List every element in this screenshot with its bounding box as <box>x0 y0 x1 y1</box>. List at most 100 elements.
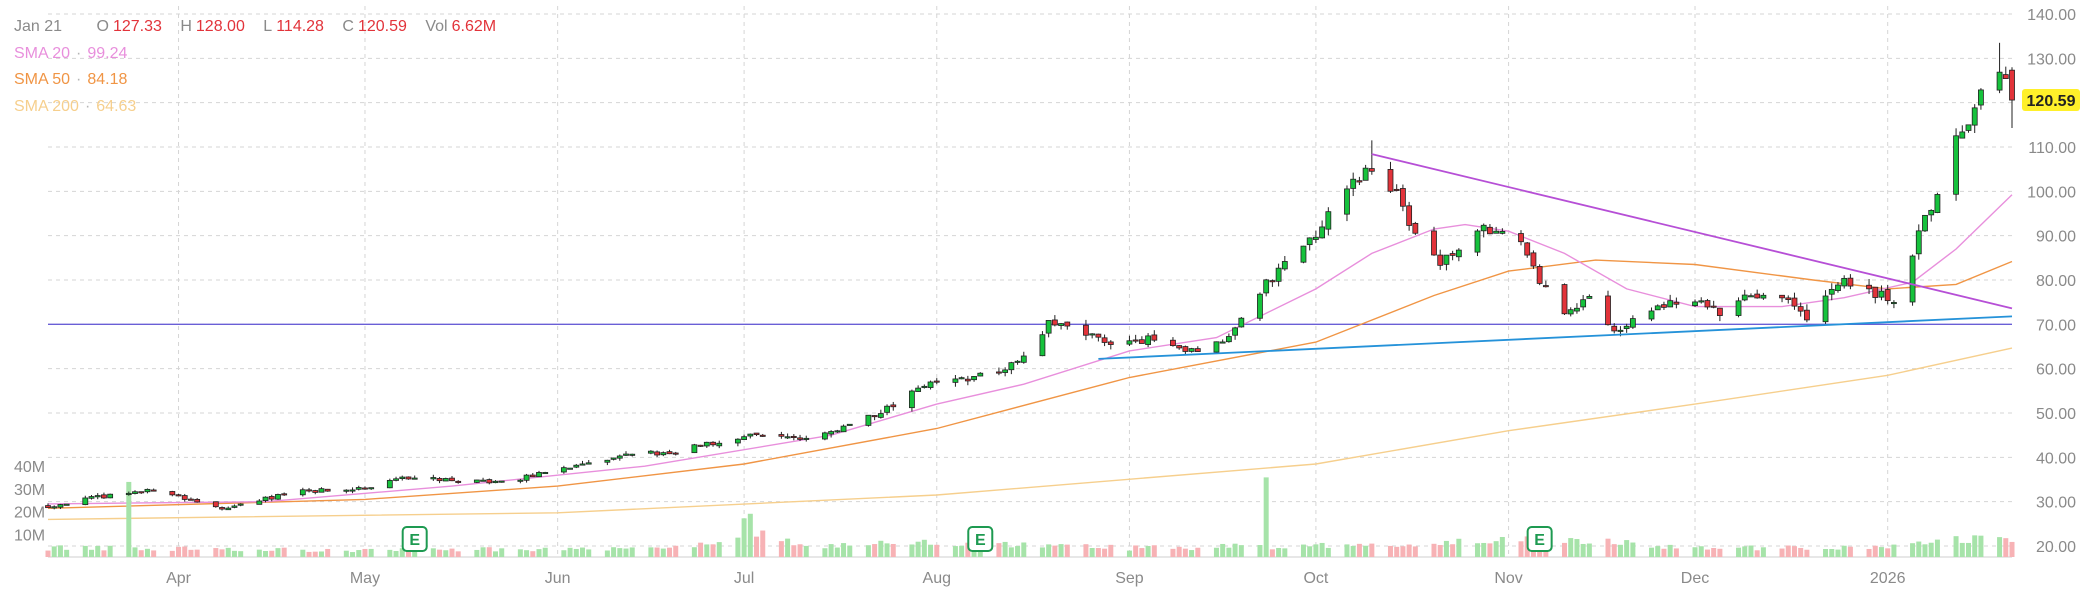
indicator-value: 84.18 <box>87 71 128 88</box>
volume-bar <box>1760 547 1766 557</box>
candle-body <box>1083 324 1089 336</box>
candle-body <box>666 451 673 455</box>
earnings-marker[interactable]: E <box>401 526 428 552</box>
candle-body <box>144 488 151 493</box>
volume-bar <box>343 550 349 557</box>
candle-body <box>212 501 219 508</box>
volume-bar <box>238 551 244 557</box>
candle-body <box>1542 285 1549 288</box>
candle-body <box>921 385 928 388</box>
candle-body <box>1480 224 1487 232</box>
indicator-sma-50[interactable]: SMA 50 · 84.18 <box>14 67 510 94</box>
candle-body <box>1698 300 1705 303</box>
candle-body <box>654 451 660 456</box>
candle-body <box>175 494 182 497</box>
candle-body <box>647 450 654 454</box>
volume-bar <box>219 549 225 557</box>
volume-bar <box>1568 538 1574 557</box>
candle-body <box>797 437 803 440</box>
candle-body <box>542 472 549 475</box>
volume-bar <box>492 551 498 557</box>
volume-bar <box>1015 546 1021 557</box>
volume-bar <box>95 545 101 557</box>
candle-body <box>790 435 797 438</box>
volume-bar <box>182 546 188 557</box>
volume-bar <box>1263 477 1269 557</box>
volume-bar <box>368 548 374 557</box>
candle-body <box>1101 337 1108 343</box>
volume-bar <box>660 548 666 557</box>
volume-bar <box>1450 544 1456 557</box>
sma-20-line <box>47 194 2013 505</box>
volume-bar <box>928 544 934 557</box>
open-value: 127.33 <box>112 18 162 35</box>
candle-body <box>1263 279 1270 294</box>
volume-bar <box>865 545 871 557</box>
volume-bar <box>362 548 368 557</box>
candle-body <box>616 455 623 459</box>
candle-body <box>132 491 138 494</box>
volume-bar <box>107 545 113 557</box>
candle-body <box>952 378 959 383</box>
candle-body <box>1891 302 1897 305</box>
volume-bar <box>604 550 610 557</box>
trendlines[interactable] <box>1098 153 2013 360</box>
candle-body <box>1536 266 1543 284</box>
earnings-marker[interactable]: E <box>967 526 994 552</box>
indicator-sma-200[interactable]: SMA 200 · 64.63 <box>14 94 510 121</box>
volume-tick-label: 20M <box>14 505 45 522</box>
volume-bar <box>1649 547 1655 557</box>
time-tick-label: Nov <box>1494 570 1522 587</box>
volume-bar <box>499 548 505 557</box>
volume-tick-label: 10M <box>14 527 45 544</box>
indicator-separator: · <box>76 71 82 88</box>
candle-body <box>1922 214 1928 232</box>
candle-body <box>1170 339 1176 347</box>
volume-bar <box>1481 542 1487 557</box>
candle-body <box>1953 135 1959 195</box>
volume-bar <box>387 549 393 557</box>
candle-body <box>784 436 791 439</box>
indicator-value: 99.24 <box>87 44 128 62</box>
candle-body <box>188 498 194 501</box>
volume-bar <box>306 551 312 557</box>
volume-bar <box>1474 543 1480 557</box>
volume-bar <box>256 549 262 557</box>
candle-body <box>1493 230 1500 234</box>
last-price-box <box>2022 89 2080 112</box>
candle-body <box>480 479 486 482</box>
volume-bar <box>1804 549 1810 557</box>
candle-body <box>1841 277 1848 287</box>
candle-body <box>411 477 418 480</box>
candle-body <box>1748 295 1754 298</box>
earnings-marker[interactable]: E <box>1526 526 1553 552</box>
volume-bar <box>1978 535 1984 557</box>
volume-bar <box>611 547 617 557</box>
volume-bar <box>325 548 331 557</box>
volume-bar <box>1412 546 1418 557</box>
last-price-badge: 120.59 <box>2022 89 2080 112</box>
volume-bar <box>1151 545 1157 557</box>
volume-bar <box>1083 544 1089 557</box>
candle-body <box>492 480 499 484</box>
volume-bar <box>654 547 660 557</box>
indicator-sma-20[interactable]: SMA 20 · 99.24 <box>14 41 510 68</box>
high-value: 128.00 <box>195 18 245 35</box>
volume-bar <box>1965 542 1971 557</box>
volume-bar <box>126 481 132 557</box>
candle-body <box>753 432 760 436</box>
volume-bar <box>803 545 809 557</box>
candle-body <box>1934 194 1941 213</box>
earnings-letter: E <box>409 532 420 549</box>
volume-bar <box>1617 544 1623 557</box>
volume-bar <box>1972 535 1978 557</box>
candle-body <box>1474 230 1481 253</box>
volume-bar <box>1344 544 1350 557</box>
volume-bar <box>1394 546 1400 557</box>
candle-body <box>1735 300 1742 316</box>
volume-bar <box>101 550 107 557</box>
candle-body <box>1219 341 1226 344</box>
